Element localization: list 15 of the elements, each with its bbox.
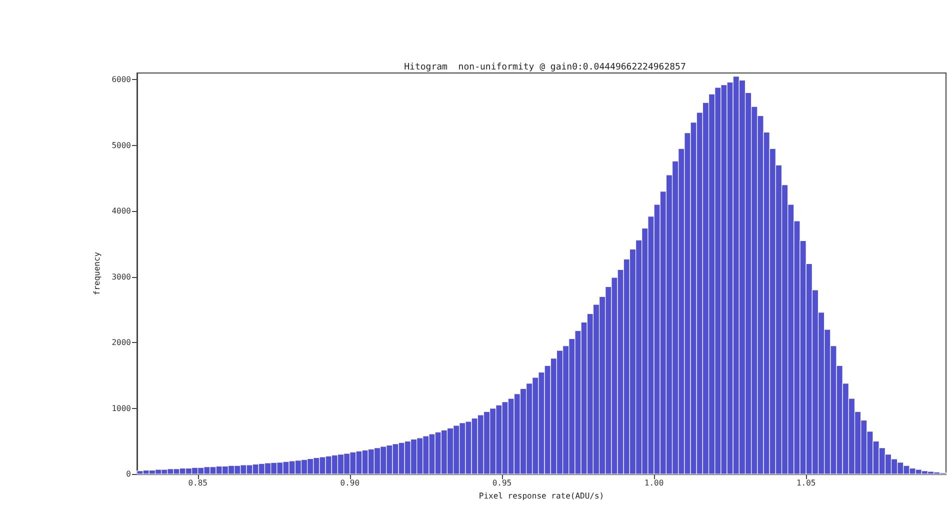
x-tick-label: 1.05 [796, 478, 816, 488]
y-tick-label: 6000 [112, 75, 132, 84]
x-tick-label: 1.00 [644, 478, 664, 488]
y-tick-label: 0 [126, 470, 132, 479]
y-tick-label: 4000 [112, 206, 132, 216]
x-axis-title: Pixel response rate(ADU/s) [478, 492, 604, 500]
y-tick-label: 2000 [112, 338, 132, 348]
y-axis-title: frequency [92, 252, 102, 296]
x-tick-label: 0.90 [340, 478, 360, 488]
y-tick-label: 5000 [112, 140, 132, 150]
chart-title: Hitogram non-uniformity @ gain0:0.04449662224962857 [404, 62, 686, 72]
x-tick-label: 0.85 [188, 478, 208, 488]
x-tick-label: 0.95 [492, 478, 512, 488]
y-tick-label: 3000 [112, 272, 132, 282]
y-tick-label: 1000 [112, 404, 132, 413]
